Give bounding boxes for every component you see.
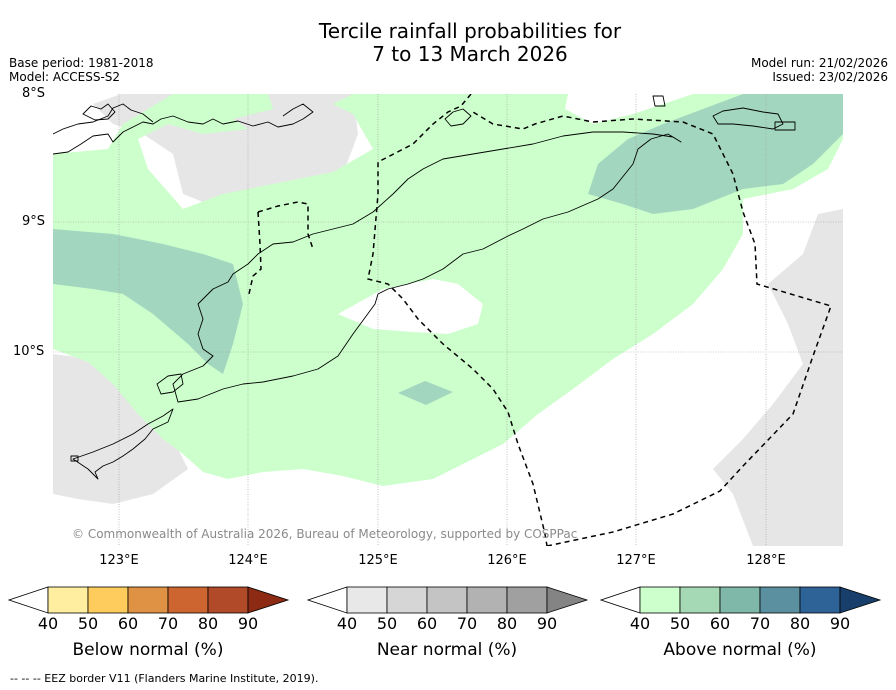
near-colorbar-segment	[346, 586, 388, 614]
model-run-text: Model run: 21/02/2026	[750, 56, 888, 70]
colorbar-above-title: Above normal (%)	[663, 640, 817, 660]
above-colorbar-tick-label: 50	[669, 614, 691, 633]
below-colorbar-segment	[47, 586, 89, 614]
eez-border-line-west	[257, 201, 314, 250]
title-line-2: 7 to 13 March 2026	[372, 42, 568, 66]
above-colorbar-tick-label: 60	[709, 614, 731, 633]
above-normal-50-region-east	[588, 94, 843, 214]
graticule	[53, 94, 843, 546]
near-colorbar-tick-label: 80	[496, 614, 518, 633]
colorbar-near-segments	[307, 586, 589, 614]
lon-label-127e: 127°E	[616, 553, 656, 568]
small-island-1	[82, 103, 116, 121]
lon-label-125e: 125°E	[358, 553, 398, 568]
small-island-4	[774, 121, 796, 131]
colorbar-near-title: Near normal (%)	[376, 640, 518, 660]
map-title: Tercile rainfall probabilities for 7 to …	[0, 20, 896, 66]
timor-coastline	[172, 131, 682, 403]
near-colorbar-tick-label: 60	[416, 614, 438, 633]
issued-text: Issued: 23/02/2026	[772, 70, 888, 84]
colorbar-below-title: Below normal (%)	[72, 640, 224, 660]
title-line-1: Tercile rainfall probabilities for	[318, 19, 622, 43]
above-normal-50-region-west	[53, 229, 243, 374]
model-text: Model: ACCESS-S2	[9, 70, 121, 84]
above-colorbar-right-extension	[839, 586, 882, 614]
eez-border	[248, 94, 832, 546]
below-colorbar-tick-label: 90	[237, 614, 259, 633]
colorbar-above-segments	[600, 586, 882, 614]
base-period-text: Base period: 1981-2018	[9, 56, 154, 70]
lon-label-126e: 126°E	[487, 553, 527, 568]
wetar-island	[712, 107, 784, 130]
near-colorbar-tick-label: 50	[376, 614, 398, 633]
small-island-2	[444, 108, 472, 127]
meta-right: Model run: 21/02/2026 Issued: 23/02/2026	[751, 56, 888, 84]
near-colorbar-right-extension	[546, 586, 589, 614]
lat-label-10s: 10°S	[13, 344, 45, 359]
eez-border-line-west-2	[248, 211, 262, 295]
near-colorbar-segment	[466, 586, 508, 614]
near-colorbar-segment	[506, 586, 548, 614]
rainfall-map	[53, 94, 843, 546]
below-colorbar-segment	[87, 586, 129, 614]
eez-footnote: -- -- -- EEZ border V11 (Flanders Marine…	[10, 672, 319, 685]
above-colorbar-tick-label: 40	[629, 614, 651, 633]
alor-islands-coastline	[53, 103, 314, 155]
lat-label-9s: 9°S	[22, 214, 46, 229]
lon-label-128e: 128°E	[746, 553, 786, 568]
below-colorbar-segment	[127, 586, 169, 614]
colorbar-below-segments	[8, 586, 290, 614]
colorbar-below-normal	[8, 586, 290, 614]
above-colorbar-left-extension	[600, 586, 641, 614]
below-colorbar-segment	[207, 586, 249, 614]
lon-label-123e: 123°E	[99, 553, 139, 568]
near-colorbar-tick-label: 90	[536, 614, 558, 633]
savu-coastline	[70, 455, 79, 462]
flores-coastline	[53, 103, 154, 135]
lon-label-124e: 124°E	[228, 553, 268, 568]
eez-border-line-east	[472, 111, 832, 546]
above-colorbar-segment	[799, 586, 841, 614]
near-colorbar-segment	[426, 586, 468, 614]
semau-coastline	[156, 373, 184, 395]
above-colorbar-tick-label: 80	[789, 614, 811, 633]
below-colorbar-left-extension	[8, 586, 49, 614]
below-threshold-hole	[338, 279, 483, 334]
rote-coastline	[72, 408, 174, 480]
copyright-notice: © Commonwealth of Australia 2026, Bureau…	[72, 527, 578, 541]
above-colorbar-segment	[639, 586, 681, 614]
lat-label-8s: 8°S	[22, 86, 46, 101]
below-colorbar-tick-label: 50	[77, 614, 99, 633]
eez-border-line-main	[367, 94, 548, 546]
below-colorbar-tick-label: 80	[197, 614, 219, 633]
above-colorbar-segment	[719, 586, 761, 614]
colorbar-near-normal	[307, 586, 589, 614]
coastlines	[53, 95, 796, 480]
near-normal-region-east	[713, 209, 843, 546]
below-colorbar-right-extension	[247, 586, 290, 614]
colorbar-above-normal	[600, 586, 882, 614]
below-colorbar-tick-label: 70	[157, 614, 179, 633]
above-colorbar-tick-label: 70	[749, 614, 771, 633]
below-colorbar-tick-label: 40	[37, 614, 59, 633]
near-normal-region-southwest	[53, 354, 188, 504]
near-colorbar-tick-label: 40	[336, 614, 358, 633]
small-island-3	[652, 95, 666, 107]
near-colorbar-segment	[386, 586, 428, 614]
above-normal-50-region-small	[398, 381, 453, 405]
above-colorbar-tick-label: 90	[829, 614, 851, 633]
near-colorbar-tick-label: 70	[456, 614, 478, 633]
above-colorbar-segment	[759, 586, 801, 614]
near-colorbar-left-extension	[307, 586, 348, 614]
above-colorbar-segment	[679, 586, 721, 614]
below-colorbar-segment	[167, 586, 209, 614]
meta-left: Base period: 1981-2018 Model: ACCESS-S2	[9, 56, 154, 84]
below-colorbar-tick-label: 60	[117, 614, 139, 633]
